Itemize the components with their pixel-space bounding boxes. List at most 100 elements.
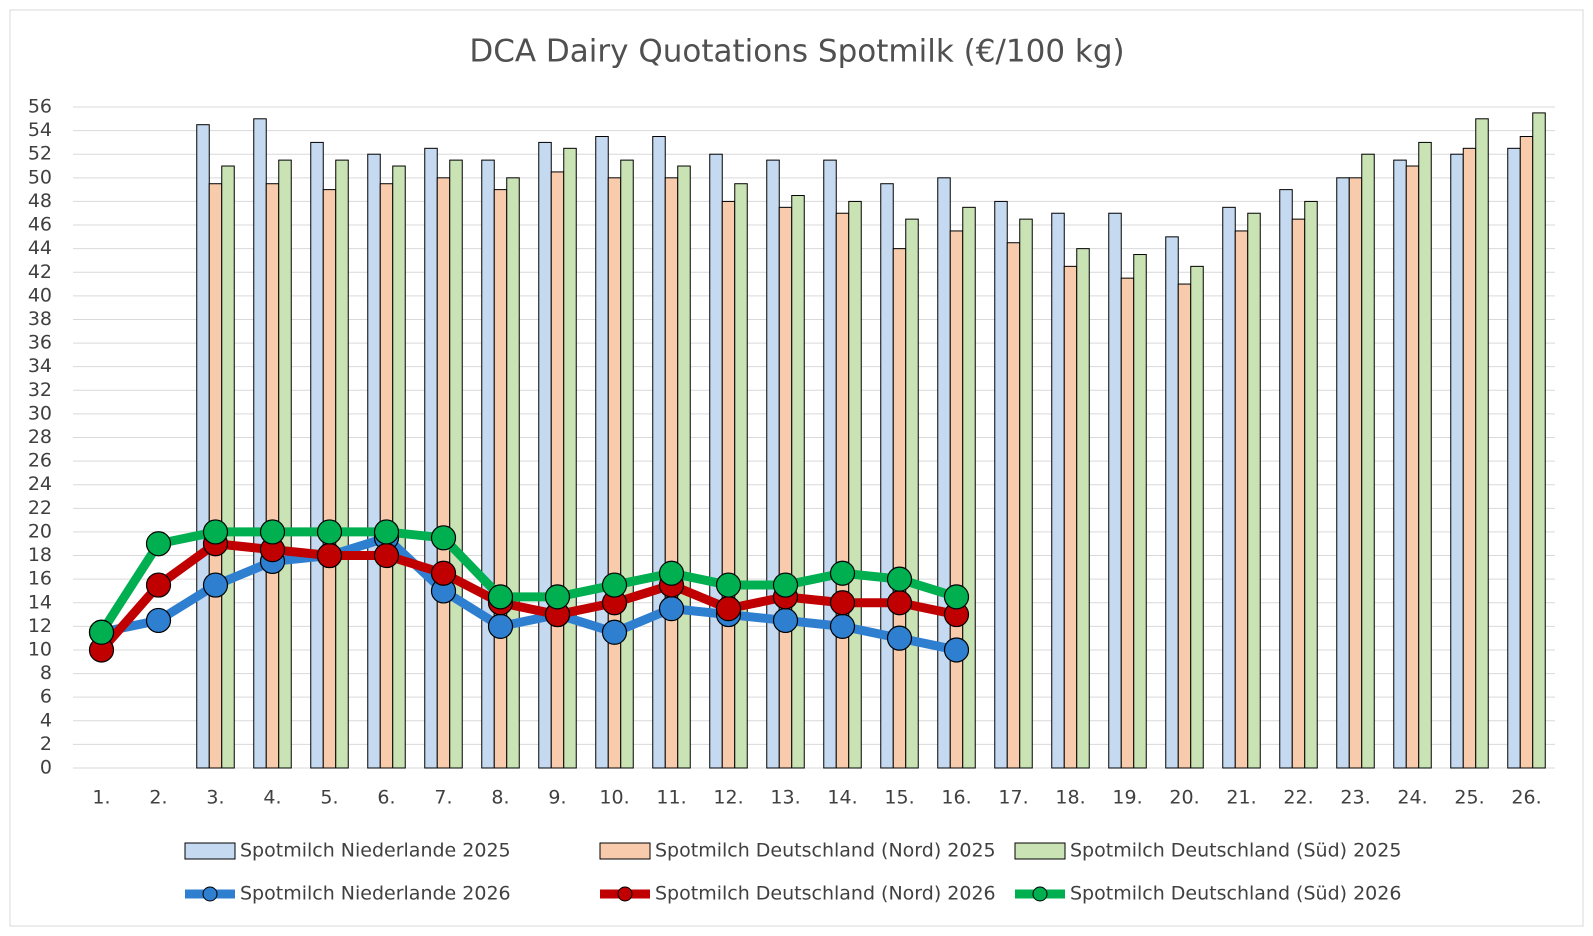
bar bbox=[1051, 212, 1065, 769]
bar bbox=[652, 136, 666, 769]
x-tick-label: 12. bbox=[713, 787, 743, 809]
legend-swatch bbox=[184, 842, 236, 860]
bar bbox=[1519, 136, 1534, 769]
bar bbox=[538, 141, 552, 769]
bar bbox=[196, 124, 210, 769]
bar bbox=[709, 153, 723, 769]
x-tick-label: 15. bbox=[884, 787, 914, 809]
point bbox=[601, 572, 628, 598]
legend-label: Spotmilch Deutschland (Nord) 2026 bbox=[655, 883, 996, 905]
y-tick-label: 44 bbox=[28, 237, 52, 259]
bar bbox=[949, 230, 964, 769]
legend-label: Spotmilch Niederlande 2025 bbox=[240, 840, 511, 862]
bar bbox=[791, 195, 805, 769]
bar bbox=[1279, 189, 1293, 769]
x-tick-label: 8. bbox=[491, 787, 509, 809]
legend-label: Spotmilch Deutschland (Süd) 2026 bbox=[1070, 883, 1401, 905]
x-tick-label: 24. bbox=[1397, 787, 1427, 809]
y-tick-label: 14 bbox=[28, 591, 52, 613]
y-tick-label: 16 bbox=[28, 568, 52, 590]
bar bbox=[310, 141, 324, 769]
x-tick-label: 18. bbox=[1055, 787, 1085, 809]
bar bbox=[322, 189, 337, 769]
legend-label: Spotmilch Deutschland (Nord) 2025 bbox=[655, 840, 996, 862]
bar bbox=[766, 159, 780, 769]
point bbox=[886, 566, 913, 592]
point bbox=[943, 637, 970, 663]
bar bbox=[1222, 206, 1236, 769]
x-tick-label: 3. bbox=[206, 787, 224, 809]
bar bbox=[823, 159, 837, 769]
x-tick-label: 1. bbox=[92, 787, 110, 809]
bar bbox=[1063, 265, 1078, 769]
point bbox=[316, 519, 343, 545]
y-tick-label: 56 bbox=[28, 96, 52, 118]
bar bbox=[1291, 218, 1306, 769]
point bbox=[601, 619, 628, 645]
bar bbox=[664, 177, 679, 769]
legend-swatch bbox=[202, 886, 218, 902]
x-tick-label: 19. bbox=[1112, 787, 1142, 809]
y-tick-label: 32 bbox=[28, 379, 52, 401]
bar bbox=[449, 159, 463, 769]
bar bbox=[994, 200, 1008, 769]
y-tick-label: 50 bbox=[28, 166, 52, 188]
point bbox=[430, 525, 457, 551]
bar bbox=[607, 177, 622, 769]
bar bbox=[436, 177, 451, 769]
bar bbox=[1475, 118, 1489, 769]
bar bbox=[1361, 153, 1375, 769]
point bbox=[658, 596, 685, 622]
point bbox=[145, 531, 172, 557]
point bbox=[772, 572, 799, 598]
legend-label: Spotmilch Niederlande 2026 bbox=[240, 883, 511, 905]
point bbox=[715, 596, 742, 622]
y-tick-label: 2 bbox=[40, 733, 52, 755]
point bbox=[373, 542, 400, 569]
line bbox=[97, 527, 958, 635]
y-tick-label: 18 bbox=[28, 544, 52, 566]
y-tick-label: 6 bbox=[40, 686, 52, 708]
bar bbox=[1108, 212, 1122, 769]
bar bbox=[221, 165, 235, 769]
point bbox=[316, 542, 343, 569]
y-tick-label: 22 bbox=[28, 497, 52, 519]
bar bbox=[1304, 200, 1318, 769]
x-tick-label: 11. bbox=[656, 787, 686, 809]
point bbox=[88, 619, 115, 645]
x-tick-label: 14. bbox=[827, 787, 857, 809]
x-tick-label: 9. bbox=[548, 787, 566, 809]
legend-swatch bbox=[599, 842, 651, 860]
point bbox=[259, 519, 286, 545]
bar bbox=[1336, 177, 1350, 769]
bar bbox=[563, 147, 577, 769]
bar bbox=[1006, 242, 1021, 769]
x-tick-label: 6. bbox=[377, 787, 395, 809]
x-tick-label: 5. bbox=[320, 787, 338, 809]
bar bbox=[677, 165, 691, 769]
point bbox=[829, 560, 856, 586]
bar bbox=[392, 165, 406, 769]
bar bbox=[778, 206, 793, 769]
bar bbox=[1019, 218, 1033, 769]
point bbox=[772, 607, 799, 634]
bar bbox=[848, 200, 862, 769]
y-tick-label: 46 bbox=[28, 214, 52, 236]
y-tick-label: 30 bbox=[28, 402, 52, 424]
bar bbox=[1532, 112, 1546, 769]
bar bbox=[1133, 254, 1147, 769]
y-tick-label: 28 bbox=[28, 426, 52, 448]
x-tick-label: 23. bbox=[1340, 787, 1370, 809]
y-tick-label: 0 bbox=[40, 757, 52, 779]
bar bbox=[1177, 283, 1192, 769]
bar bbox=[880, 183, 894, 769]
bar bbox=[595, 136, 609, 769]
bar bbox=[1462, 147, 1477, 769]
point bbox=[886, 625, 913, 651]
bar bbox=[620, 159, 634, 769]
y-tick-label: 54 bbox=[28, 119, 52, 141]
bar bbox=[1165, 236, 1179, 769]
y-tick-label: 20 bbox=[28, 520, 52, 542]
line bbox=[98, 539, 958, 653]
bar bbox=[379, 183, 394, 769]
